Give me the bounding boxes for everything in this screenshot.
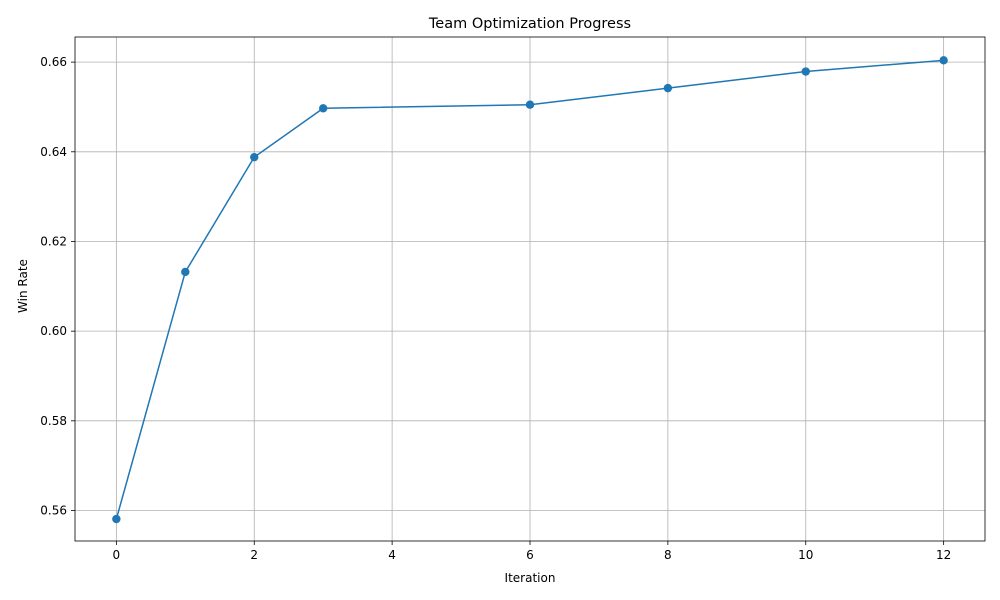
data-point — [525, 100, 535, 109]
x-tick-label: 2 — [250, 548, 258, 562]
x-tick-label: 10 — [798, 548, 813, 562]
series-layer — [112, 56, 948, 524]
y-tick-label: 0.58 — [40, 414, 67, 428]
data-point — [112, 514, 121, 524]
x-tick-label: 6 — [526, 548, 534, 562]
y-tick-label: 0.60 — [40, 324, 67, 338]
grid — [75, 37, 985, 541]
x-tick-label: 0 — [113, 548, 121, 562]
y-tick-label: 0.64 — [40, 145, 67, 159]
x-tick-label: 4 — [388, 548, 396, 562]
data-point — [181, 267, 190, 277]
y-axis-label: Win Rate — [16, 259, 30, 313]
y-tick-label: 0.62 — [40, 234, 67, 248]
y-tick-label: 0.56 — [40, 504, 67, 518]
y-tick-label: 0.66 — [40, 55, 67, 69]
ticks: 0 2 4 6 8 10 12 0.56 0.58 0.60 0.62 0.64 0.66 — [40, 55, 951, 562]
x-tick-label: 8 — [664, 548, 672, 562]
data-point — [318, 104, 328, 113]
data-point — [801, 67, 810, 76]
data-point — [939, 56, 948, 65]
x-tick-label: 12 — [936, 548, 951, 562]
data-point — [663, 83, 673, 93]
data-point — [250, 152, 259, 162]
chart-title: Team Optimization Progress — [428, 16, 631, 32]
series-line — [115, 59, 944, 520]
x-axis-label: Iteration — [505, 571, 556, 585]
